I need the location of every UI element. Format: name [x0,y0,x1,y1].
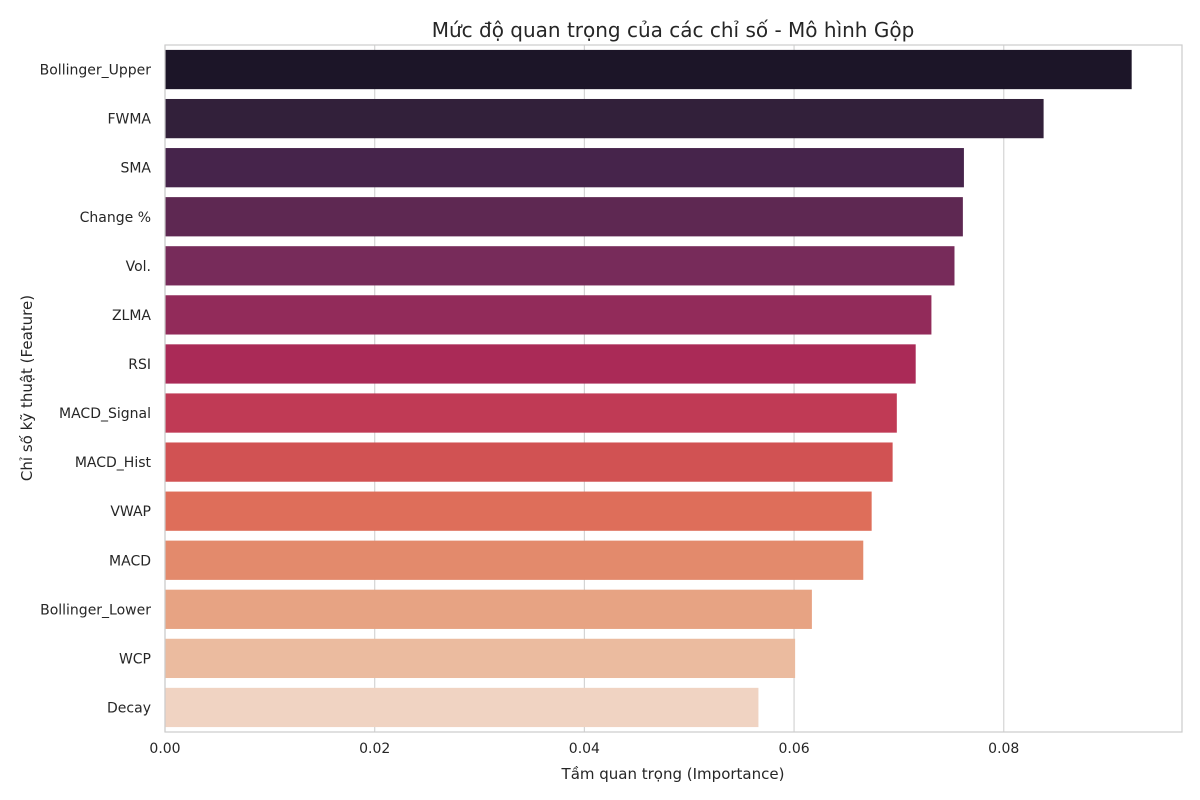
chart-title: Mức độ quan trọng của các chỉ số - Mô hì… [432,18,915,42]
y-axis-label: Chỉ số kỹ thuật (Feature) [18,295,36,481]
y-tick-label: Bollinger_Lower [40,602,151,618]
x-tick-label: 0.00 [149,741,180,757]
x-tick-label: 0.06 [778,741,809,757]
bar [165,442,893,482]
y-tick-label: RSI [128,357,151,373]
y-tick-label: VWAP [110,504,151,520]
y-tick-label: FWMA [107,112,151,128]
x-axis-label: Tầm quan trọng (Importance) [561,765,785,783]
bar [165,98,1044,139]
y-tick-label: WCP [119,651,151,667]
y-tick-label: Change % [80,210,151,226]
bar [165,197,963,237]
bar [165,540,864,580]
bar [165,49,1132,90]
plot-frame [164,44,1183,733]
x-tick-label: 0.04 [569,741,600,757]
x-tick-label: 0.02 [359,741,390,757]
y-tick-label: MACD_Signal [59,406,151,422]
y-tick-label: Vol. [126,259,151,275]
bar [165,344,916,384]
bars [165,49,1132,728]
x-tick-labels: 0.00 0.02 0.04 0.06 0.08 [149,741,1019,757]
bar [165,491,872,531]
y-tick-label: MACD [109,553,151,569]
y-tick-label: Bollinger_Upper [40,63,152,79]
bar [165,148,964,188]
bar [165,589,812,629]
y-tick-label: Decay [107,700,151,716]
bar [165,393,897,433]
y-tick-labels: Bollinger_Upper FWMA SMA Change % Vol. ZLMA RS… [40,63,152,717]
bar [165,295,932,335]
bar [165,638,796,679]
x-tick-label: 0.08 [988,741,1019,757]
bar [165,246,955,286]
y-tick-label: MACD_Hist [75,455,152,471]
y-tick-label: ZLMA [112,308,151,324]
bar [165,687,759,728]
y-tick-label: SMA [120,161,151,177]
